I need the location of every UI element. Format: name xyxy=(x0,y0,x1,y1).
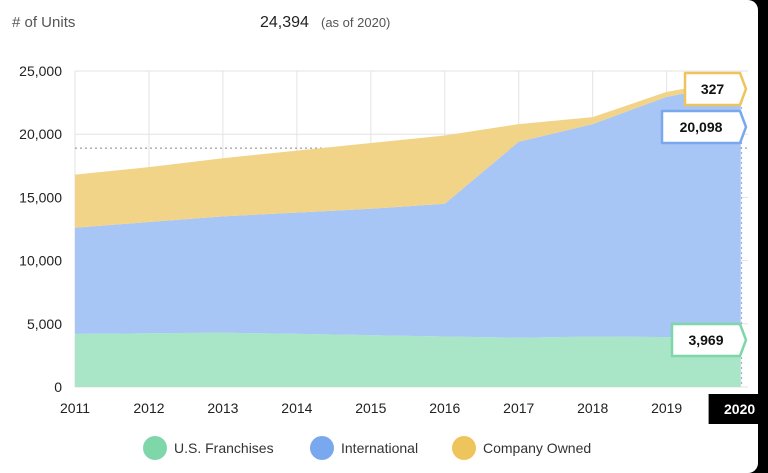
selected-year-label: 2020 xyxy=(724,401,755,417)
x-tick-label: 2016 xyxy=(429,400,460,416)
y-tick-label: 15,000 xyxy=(19,189,62,205)
y-tick-label: 25,000 xyxy=(19,63,62,79)
callout-us-franchises-value: 3,969 xyxy=(688,332,723,348)
y-tick-label: 20,000 xyxy=(19,126,62,142)
legend-label: U.S. Franchises xyxy=(174,440,274,456)
legend: U.S. Franchises International Company Owne… xyxy=(143,436,591,460)
x-tick-label: 2014 xyxy=(281,400,312,416)
x-axis: 2011 2012 2013 2014 2015 2016 2017 2018 2019 2020… xyxy=(60,394,758,424)
x-tick-label: 2013 xyxy=(207,400,238,416)
callout-company-owned-box xyxy=(683,71,748,107)
x-tick-label: 2017 xyxy=(503,400,534,416)
callout-us-franchises: 3,969 xyxy=(670,322,748,358)
legend-swatch xyxy=(143,436,167,460)
callout-international-value: 20,098 xyxy=(680,119,723,135)
area-us-franchises xyxy=(75,332,741,387)
y-tick-label: 10,000 xyxy=(19,253,62,269)
y-tick-label: 5,000 xyxy=(27,316,62,332)
x-tick-label: 2012 xyxy=(133,400,164,416)
as-of-label: (as of 2020) xyxy=(321,15,390,30)
callout-us-franchises-box xyxy=(670,322,748,358)
legend-label: International xyxy=(341,440,418,456)
area-international xyxy=(75,82,741,338)
legend-swatch xyxy=(452,436,476,460)
callout-international: 20,098 xyxy=(660,109,748,145)
legend-label: Company Owned xyxy=(483,440,591,456)
legend-item: International xyxy=(310,436,418,460)
callouts: 327 20,098 3,969 xyxy=(660,71,748,358)
unit-label: # of Units xyxy=(12,14,75,31)
callout-company-owned-value: 327 xyxy=(701,81,725,97)
x-tick-label: 2019 xyxy=(651,400,682,416)
selected-year-badge xyxy=(708,394,758,424)
area-company-owned xyxy=(75,78,741,228)
y-axis: 0 5,000 10,000 15,000 20,000 25,000 xyxy=(19,63,62,395)
x-tick-label: 2015 xyxy=(355,400,386,416)
legend-item: Company Owned xyxy=(452,436,591,460)
y-tick-label: 0 xyxy=(54,379,62,395)
legend-swatch xyxy=(310,436,334,460)
total-units: 24,394 xyxy=(260,14,309,31)
callout-company-owned: 327 xyxy=(683,71,748,107)
x-tick-label: 2018 xyxy=(577,400,608,416)
x-tick-label: 2011 xyxy=(60,400,90,416)
stacked-areas xyxy=(75,78,741,387)
callout-international-box xyxy=(660,109,748,145)
legend-item: U.S. Franchises xyxy=(143,436,274,460)
